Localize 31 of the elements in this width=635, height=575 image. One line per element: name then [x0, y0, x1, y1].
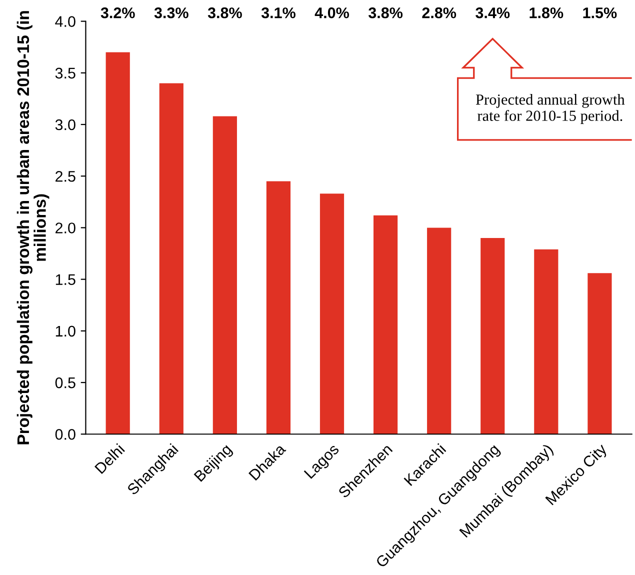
text: 1.5%	[583, 7, 617, 18]
bar	[480, 238, 505, 434]
bar	[588, 273, 612, 434]
text: 3.8%	[368, 7, 403, 18]
y-tick-label: 3.5	[55, 68, 76, 79]
y-tick-label: 0.5	[55, 377, 76, 388]
bar	[266, 181, 291, 434]
y-tick-label: 2.5	[56, 170, 76, 182]
bar	[374, 215, 398, 434]
y-axis-title: Projected population growth in urban areas 2010-15 (in millions)	[16, 11, 50, 444]
text: 3.2%	[100, 7, 135, 18]
text: 2.8%	[422, 7, 456, 18]
bar	[106, 52, 130, 434]
text: 1.8%	[530, 7, 564, 18]
y-tick-label: 0.0	[55, 428, 76, 440]
text: 3.1%	[261, 7, 296, 18]
bar	[212, 116, 237, 434]
annotation: Projected annual growth rate for 2010-15 period.	[476, 94, 625, 124]
y-tick-label: 2.0	[56, 222, 76, 234]
y-tick-label: 4.0	[55, 16, 76, 27]
text: 3.8%	[208, 7, 242, 18]
bar	[534, 249, 558, 434]
bar	[159, 83, 184, 434]
text: 4.0%	[314, 7, 350, 18]
y-tick-label: 1.0	[56, 326, 76, 337]
y-tick-label: 3.0	[55, 119, 76, 130]
bar	[320, 194, 344, 434]
text: 3.3%	[154, 7, 188, 18]
y-tick-label: 1.5	[56, 274, 76, 285]
bar	[427, 228, 452, 434]
text: 3.4%	[476, 7, 510, 18]
